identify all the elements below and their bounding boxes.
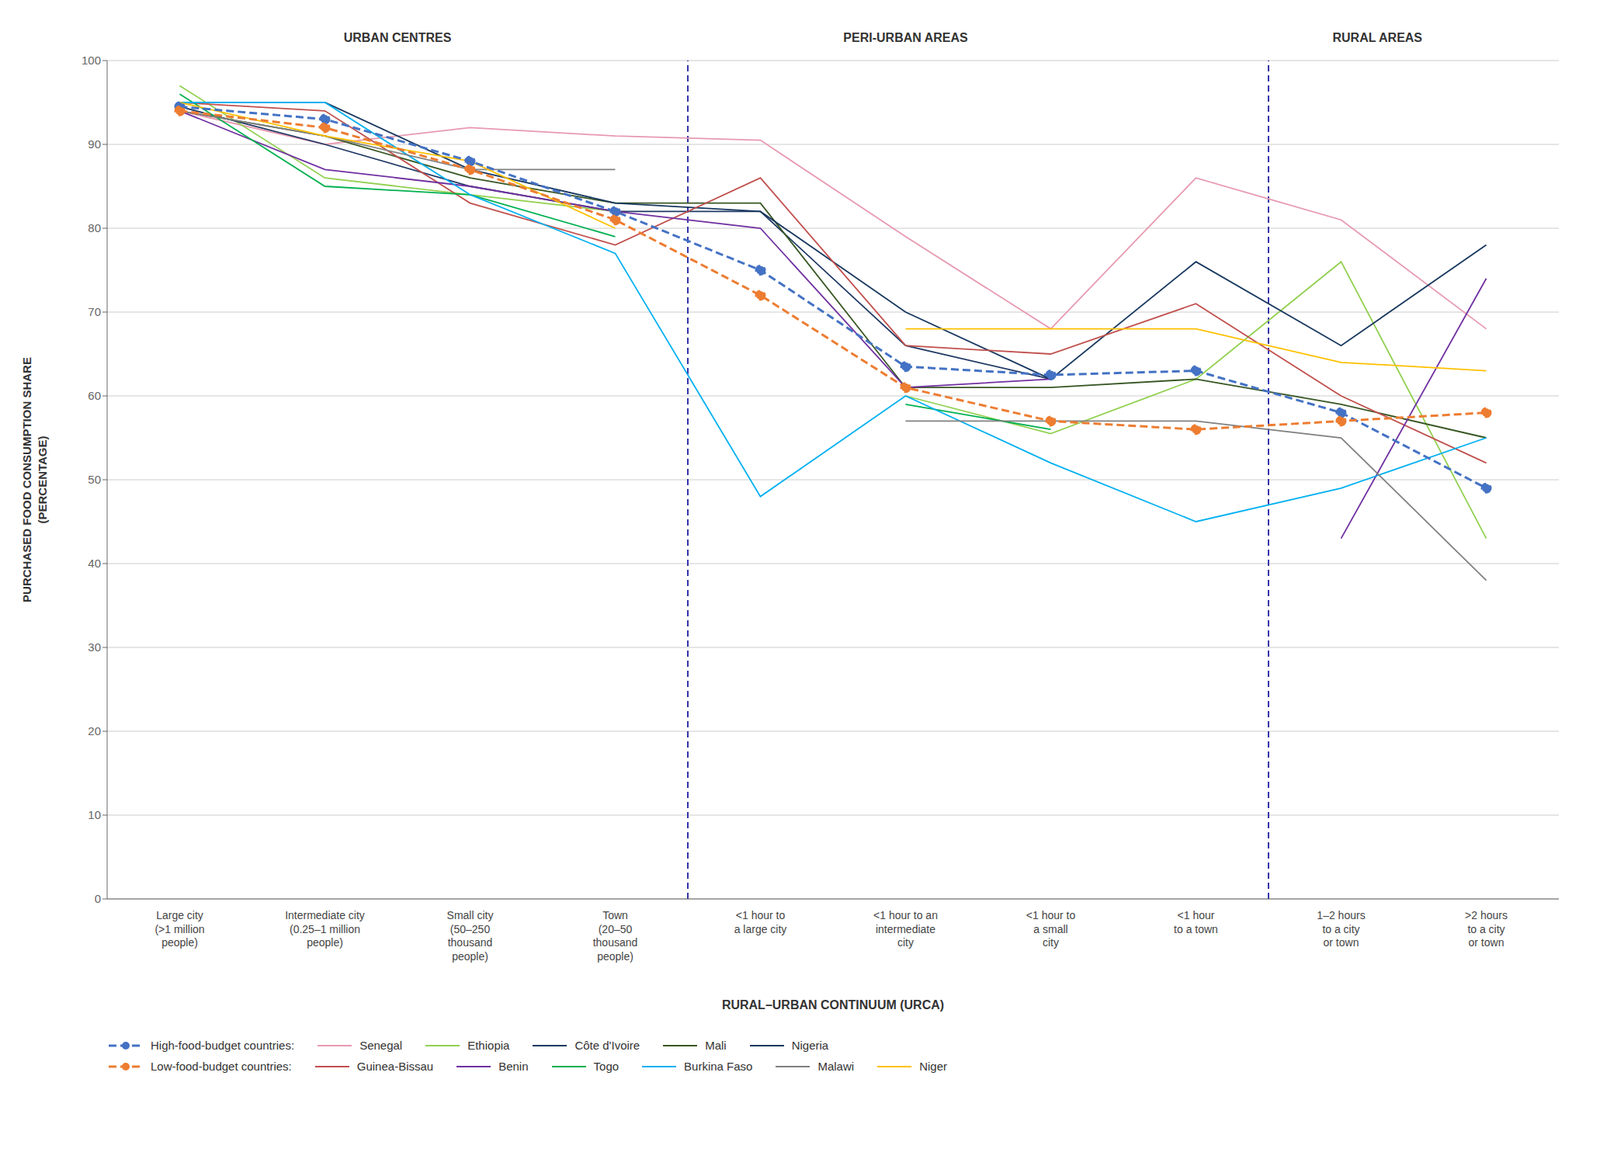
svg-text:60: 60	[87, 388, 101, 403]
html-text:Malawi: Malawi	[817, 1059, 855, 1073]
svg-text:0: 0	[94, 891, 101, 906]
svg-text:PERI-URBAN AREAS: PERI-URBAN AREAS	[843, 31, 969, 45]
svg-text:Intermediate city(0.25–1 milli: Intermediate city(0.25–1 millionpeople)	[284, 909, 365, 949]
html-text:Nigeria: Nigeria	[791, 1038, 829, 1052]
svg-text:<1 hour toa smallcity: <1 hour toa smallcity	[1026, 909, 1076, 949]
svg-text:PURCHASED FOOD CONSUMPTION SHA: PURCHASED FOOD CONSUMPTION SHARE(PERCENT…	[20, 357, 49, 603]
svg-text:Small city(50–250thousandpeopl: Small city(50–250thousandpeople)	[447, 909, 494, 963]
html-text:Niger: Niger	[919, 1059, 948, 1073]
svg-text:Town(20–50thousandpeople): Town(20–50thousandpeople)	[593, 909, 639, 963]
html-text:Guinea-Bissau: Guinea-Bissau	[356, 1059, 434, 1073]
html-text:Senegal: Senegal	[359, 1038, 403, 1052]
svg-text:<1 hour toa large city: <1 hour toa large city	[734, 909, 788, 936]
svg-text:1–2 hoursto a cityor town: 1–2 hoursto a cityor town	[1316, 909, 1365, 949]
html-text:Benin: Benin	[498, 1059, 529, 1073]
html-text:Togo: Togo	[593, 1059, 619, 1073]
html-text:Burkina Faso: Burkina Faso	[684, 1059, 753, 1073]
svg-text:<1 hour to anintermediatecity: <1 hour to anintermediatecity	[873, 909, 938, 949]
svg-text:50: 50	[87, 472, 101, 486]
svg-text:RURAL AREAS: RURAL AREAS	[1332, 31, 1423, 45]
svg-text:30: 30	[87, 640, 101, 654]
svg-text:80: 80	[87, 221, 101, 235]
html-text:Ethiopia: Ethiopia	[467, 1038, 510, 1052]
svg-text:RURAL–URBAN CONTINUUM (URCA): RURAL–URBAN CONTINUUM (URCA)	[721, 998, 945, 1012]
svg-text:10: 10	[87, 808, 101, 822]
svg-text:70: 70	[87, 305, 101, 319]
svg-text:20: 20	[87, 724, 101, 738]
svg-text:URBAN CENTRES: URBAN CENTRES	[343, 31, 452, 45]
html-text:Côte d'Ivoire: Côte d'Ivoire	[574, 1038, 640, 1052]
svg-text:>2 hoursto a cityor town: >2 hoursto a cityor town	[1464, 909, 1508, 949]
svg-text:40: 40	[87, 556, 101, 570]
svg-text:Large city(>1 millionpeople): Large city(>1 millionpeople)	[154, 909, 205, 949]
svg-text:<1 hourto a town: <1 hourto a town	[1173, 909, 1219, 936]
svg-text:100: 100	[81, 53, 101, 67]
html-text:High-food-budget countries:: High-food-budget countries:	[150, 1038, 295, 1052]
html-text:Mali: Mali	[705, 1038, 727, 1052]
html-text:Low-food-budget countries:: Low-food-budget countries:	[150, 1059, 292, 1073]
svg-text:90: 90	[87, 137, 101, 151]
